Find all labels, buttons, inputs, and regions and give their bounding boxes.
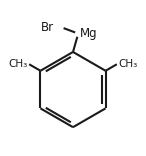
Text: Mg: Mg [80,27,98,40]
Text: CH₃: CH₃ [118,59,138,69]
Text: CH₃: CH₃ [8,59,28,69]
Text: Br: Br [41,21,54,34]
